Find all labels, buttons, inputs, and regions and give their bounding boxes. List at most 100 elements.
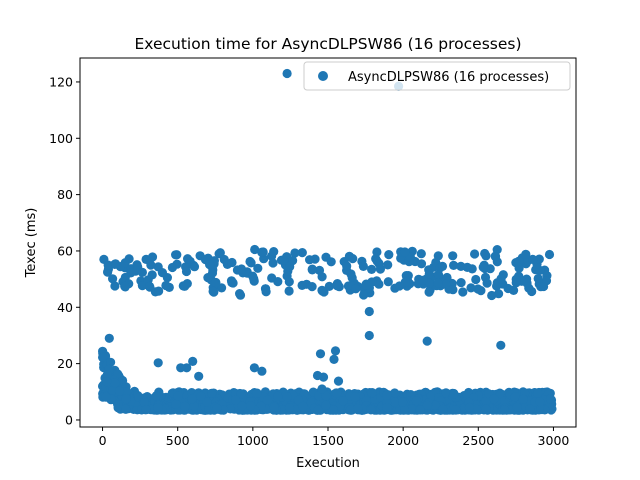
- data-point: [307, 282, 317, 292]
- data-point: [293, 395, 304, 405]
- data-point: [338, 396, 348, 406]
- data-point: [164, 282, 174, 292]
- x-tick-label: 1500: [312, 433, 344, 448]
- data-point: [180, 401, 190, 411]
- data-point: [102, 370, 112, 380]
- data-point: [137, 267, 147, 277]
- data-point: [141, 254, 151, 264]
- data-point: [329, 354, 339, 364]
- data-point: [219, 254, 229, 265]
- data-point: [139, 398, 149, 408]
- data-point: [110, 259, 121, 269]
- data-point: [448, 251, 458, 261]
- data-point: [361, 280, 371, 290]
- plot-frame: [79, 57, 577, 428]
- data-point: [480, 248, 490, 259]
- data-point: [217, 283, 227, 293]
- data-point: [366, 405, 376, 415]
- data-point: [203, 273, 213, 283]
- data-point: [154, 286, 164, 296]
- data-point: [321, 391, 331, 401]
- data-point: [470, 249, 480, 259]
- data-point: [328, 405, 338, 415]
- data-point: [98, 352, 108, 362]
- data-point: [269, 247, 279, 257]
- data-point: [382, 390, 392, 400]
- data-point: [189, 262, 200, 272]
- data-point: [151, 391, 161, 401]
- data-point: [433, 270, 444, 280]
- data-point: [298, 401, 308, 412]
- data-point: [390, 388, 400, 398]
- data-point: [496, 274, 506, 284]
- data-point: [350, 392, 360, 402]
- data-point: [145, 281, 155, 291]
- data-point: [351, 284, 361, 294]
- data-point: [332, 388, 342, 398]
- data-point: [528, 254, 538, 264]
- data-point: [231, 395, 241, 405]
- data-point: [121, 387, 131, 397]
- data-point: [235, 289, 245, 299]
- data-point: [182, 279, 192, 289]
- data-point: [212, 403, 222, 413]
- data-point: [533, 388, 543, 398]
- data-point: [297, 280, 307, 290]
- data-point: [441, 279, 451, 289]
- data-point: [282, 392, 292, 402]
- data-point: [433, 278, 443, 288]
- data-point: [496, 389, 506, 399]
- data-point: [326, 257, 336, 267]
- data-point: [261, 284, 271, 294]
- data-point: [110, 378, 120, 388]
- x-axis-label: Execution: [296, 456, 360, 471]
- data-point: [398, 397, 408, 407]
- data-point: [110, 281, 120, 291]
- data-point: [416, 249, 426, 259]
- data-point: [207, 388, 217, 398]
- data-point: [103, 267, 113, 277]
- data-point: [196, 391, 206, 401]
- data-point: [496, 340, 506, 350]
- data-point: [317, 285, 327, 295]
- data-point: [252, 388, 262, 398]
- data-point: [108, 385, 118, 395]
- data-point: [489, 394, 499, 404]
- data-point: [471, 404, 482, 414]
- data-point: [157, 268, 167, 278]
- data-point: [437, 261, 448, 271]
- data-point: [422, 400, 432, 410]
- x-tick-label: 0: [99, 433, 107, 448]
- data-point: [245, 401, 256, 411]
- y-tick-label: 20: [57, 356, 73, 371]
- data-point: [522, 278, 532, 288]
- data-point: [473, 284, 483, 294]
- data-point: [114, 386, 125, 396]
- data-point: [173, 391, 183, 401]
- legend-entry-label: AsyncDLPSW86 (16 processes): [348, 70, 549, 85]
- data-point: [449, 260, 459, 270]
- data-point: [208, 286, 218, 296]
- data-point: [359, 290, 369, 300]
- data-point: [248, 271, 258, 281]
- data-point: [227, 257, 237, 268]
- data-point: [481, 404, 491, 414]
- data-point: [318, 372, 329, 382]
- y-tick-label: 100: [49, 131, 73, 146]
- data-point: [253, 263, 263, 273]
- data-point: [273, 391, 283, 401]
- data-point: [383, 277, 393, 287]
- data-point: [104, 333, 114, 343]
- data-point: [321, 400, 331, 410]
- data-point: [418, 275, 428, 285]
- data-point: [539, 281, 549, 292]
- data-point: [424, 269, 434, 279]
- data-point: [518, 394, 528, 404]
- data-point: [257, 366, 267, 376]
- data-point: [330, 346, 341, 356]
- data-point: [372, 247, 382, 257]
- data-point: [462, 262, 472, 272]
- data-point: [153, 402, 163, 413]
- data-point: [288, 256, 298, 266]
- data-point: [407, 404, 417, 414]
